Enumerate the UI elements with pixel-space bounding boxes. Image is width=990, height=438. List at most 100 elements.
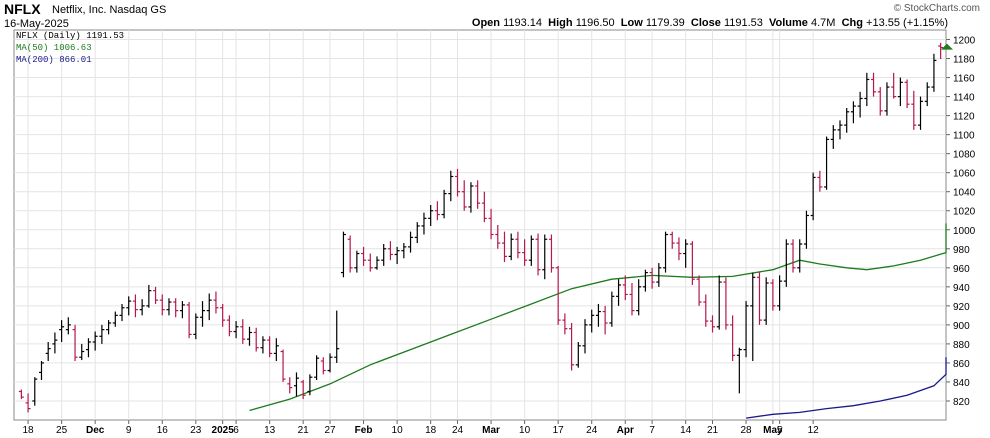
ohlc-bar xyxy=(347,235,353,273)
y-tick-label: 840 xyxy=(953,378,970,389)
ohlc-bar xyxy=(186,302,192,339)
x-tick-label: 18 xyxy=(425,425,437,436)
ohlc-bar xyxy=(616,279,622,306)
ohlc-bar xyxy=(891,72,897,99)
ohlc-bar xyxy=(871,72,877,97)
y-tick-label: 1160 xyxy=(953,74,975,85)
y-tick-label: 1180 xyxy=(953,55,975,66)
ohlc-bar xyxy=(763,277,769,325)
ohlc-bar xyxy=(931,53,937,92)
legend-ma200-text: MA(200) 866.01 xyxy=(16,55,92,65)
ohlc-bar xyxy=(18,389,24,400)
ohlc-bar xyxy=(193,313,199,340)
ohlc-bar xyxy=(569,322,575,371)
ohlc-bar xyxy=(676,237,682,261)
ohlc-bar xyxy=(59,320,65,342)
ohlc-summary: Open 1193.14 High 1196.50 Low 1179.39 Cl… xyxy=(472,17,948,29)
ohlc-bar xyxy=(797,239,803,273)
chart-legend: NFLX (Daily) 1191.53 MA(50) 1006.63 MA(2… xyxy=(16,30,124,66)
ohlc-bar xyxy=(166,298,172,316)
ohlc-bar xyxy=(267,336,273,358)
ohlc-bar xyxy=(602,305,608,335)
ohlc-bar xyxy=(837,120,843,140)
low-label: Low xyxy=(620,17,643,29)
ohlc-bar xyxy=(32,377,38,406)
ohlc-bar xyxy=(461,180,467,211)
ohlc-bar xyxy=(756,272,762,325)
ohlc-bar xyxy=(938,42,944,60)
ohlc-bar xyxy=(488,208,494,240)
ohlc-bar xyxy=(548,234,554,273)
ohlc-bar xyxy=(132,294,138,318)
ohlc-bar xyxy=(85,338,91,358)
ohlc-bar xyxy=(408,231,414,253)
ohlc-bar xyxy=(287,377,293,394)
legend-ma200: MA(200) 866.01 xyxy=(16,54,124,66)
stockcharts-credit: © StockCharts.com xyxy=(893,3,980,14)
ohlc-bar xyxy=(850,101,856,124)
ohlc-bar xyxy=(153,286,159,304)
x-tick-label: 13 xyxy=(264,425,276,436)
ohlc-bar xyxy=(803,210,809,249)
x-tick-label: 17 xyxy=(553,425,565,436)
ohlc-bar xyxy=(669,231,675,249)
ohlc-bar xyxy=(247,326,252,346)
ohlc-bar xyxy=(106,320,112,335)
x-tick-label: 10 xyxy=(392,425,404,436)
ohlc-bar xyxy=(79,343,85,361)
y-tick-label: 1100 xyxy=(953,131,975,142)
ohlc-bar xyxy=(857,91,863,118)
ohlc-bar xyxy=(340,231,346,278)
ohlc-bar xyxy=(542,234,548,280)
ohlc-bar xyxy=(575,342,581,368)
x-tick-label: 24 xyxy=(586,425,598,436)
ohlc-bar xyxy=(723,277,729,330)
ohlc-bar xyxy=(200,301,206,327)
legend-price-text: NFLX (Daily) 1191.53 xyxy=(16,31,125,41)
open-label: Open xyxy=(471,17,501,29)
ohlc-bar xyxy=(314,355,320,381)
ohlc-bar xyxy=(119,303,125,322)
x-tick-label: 24 xyxy=(452,425,464,436)
ohlc-bar xyxy=(528,235,534,266)
x-tick-label: Dec xyxy=(86,425,105,436)
ohlc-bar xyxy=(448,170,454,202)
ohlc-bar xyxy=(367,253,373,272)
y-tick-label: 920 xyxy=(953,302,970,313)
ohlc-bar xyxy=(381,244,387,266)
ohlc-bar xyxy=(374,256,380,270)
ohlc-bar xyxy=(642,269,648,292)
y-tick-label: 1020 xyxy=(953,207,976,218)
ohlc-bar xyxy=(710,315,715,333)
ohlc-bar xyxy=(455,168,461,197)
x-tick-label: 7 xyxy=(649,425,655,436)
ohlc-bar xyxy=(783,239,789,287)
ohlc-bar xyxy=(401,243,407,259)
ohlc-bar xyxy=(535,233,541,276)
change-value: +13.55 (+1.15%) xyxy=(866,17,948,29)
x-tick-label: 21 xyxy=(707,425,719,436)
high-label: High xyxy=(548,17,573,29)
ohlc-bar xyxy=(810,172,816,221)
ma50-line xyxy=(249,223,947,412)
ohlc-bar xyxy=(293,372,299,397)
ohlc-bar xyxy=(508,233,514,261)
x-tick-label: 9 xyxy=(126,425,132,436)
y-tick-label: 900 xyxy=(953,321,970,332)
y-tick-label: 880 xyxy=(953,340,970,351)
ohlc-bar xyxy=(354,250,360,273)
ohlc-bar xyxy=(159,294,165,316)
ohlc-bar xyxy=(777,275,783,311)
ohlc-bar xyxy=(918,96,924,130)
x-tick-label: 16 xyxy=(157,425,169,436)
ohlc-bar xyxy=(582,319,588,354)
x-tick-label: May xyxy=(763,425,783,436)
y-tick-label: 1040 xyxy=(953,188,976,199)
ohlc-bar xyxy=(173,298,179,318)
y-tick-label: 1000 xyxy=(953,226,976,237)
y-tick-label: 960 xyxy=(953,264,970,275)
y-tick-label: 860 xyxy=(953,359,970,370)
ohlc-bar xyxy=(126,296,132,316)
ohlc-bar xyxy=(226,315,232,337)
